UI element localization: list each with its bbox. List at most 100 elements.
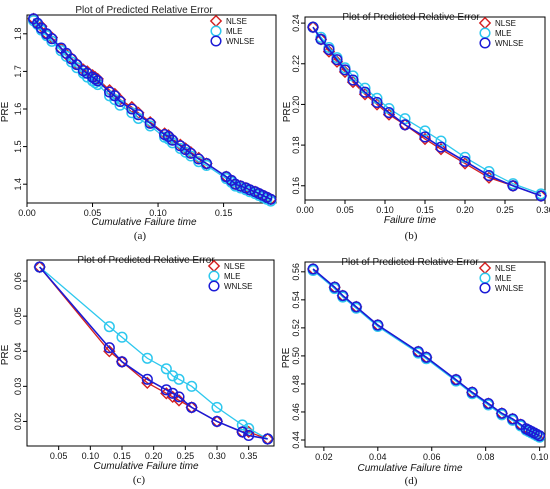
panel-c-wnlse-point [141,373,153,385]
panel-a-xtick-label: 0.15 [215,208,233,218]
panel-a-wnlse-point [126,103,138,115]
panel-b-wnlse-point [339,64,351,76]
panel-d-legend-nlse-label: NLSE [495,264,516,273]
panel-a-ytick-label: 1.5 [13,140,23,153]
panel-d-wnlse-point [420,351,432,363]
panel-b-nlse-point [482,171,496,184]
panel-b-xtick-label: 0.05 [336,205,354,215]
panel-d-caption: (d) [405,475,418,487]
panel-c-mle-point [167,370,179,382]
panel-c-ytick-label: 0.06 [13,272,23,290]
panel-d-wnlse-point [412,346,424,358]
panel-b-wnlse-point [483,170,495,182]
panel-a-ylabel: PRE [0,101,11,122]
panel-c-wnlse-line [39,266,268,440]
panel-d-xtick-label: 0.06 [423,452,441,462]
panel-c-mle-point [103,321,115,333]
panel-d-ylabel: PRE [281,347,292,368]
panel-b-wnlse-point [459,155,471,167]
panel-a-ytick-label: 1.6 [13,103,23,116]
panel-b-legend-nlse-label: NLSE [495,19,516,28]
panel-d-frame [304,261,546,448]
panel-b-ytick-label: 0.24 [291,14,301,32]
panel-c-nlse-point [172,394,186,407]
panel-a-wnlse-point [71,59,83,71]
panel-b-mle-point [399,113,411,125]
panel-b-nlse-point [418,132,432,146]
panel-c-mle-point [211,401,223,413]
panel-d-legend-mle-marker [479,272,491,284]
panel-c-caption: (c) [133,474,146,486]
panel-a-legend-wnlse-label: WNLSE [226,37,254,46]
panel-c-wnlse-point [262,433,274,445]
panel-a-wnlse-point [229,178,241,190]
panel-c-wnlse-point [116,356,128,368]
panel-c-mle-point [141,352,153,364]
panel-c-xtick-label: 0.15 [113,451,131,461]
panel-d-wnlse-point [450,374,462,386]
panel-b-wnlse-point [371,96,383,108]
panel-a-wnlse-point [185,147,197,159]
panel-b-xtick-label: 0.15 [416,205,434,215]
panel-a-wnlse-point [265,193,277,205]
panel-b-nlse-point [434,142,448,156]
panel-c-plot: 0.05 0.10 0.15 0.20 0.25 0.30 0.35 0.02 0.03 0.04… [13,259,275,461]
panel-c-ytick-label: 0.02 [13,413,23,431]
panel-a-xlabel: Cumulative Failure time [91,217,196,228]
panel-b-mle-line [312,26,542,195]
panel-a-wnlse-point [89,73,101,85]
panel-c-legend-mle-marker [208,270,220,282]
panel-c-mle-point [173,373,185,385]
panel-a-plot: 0.00 0.05 0.10 0.15 1.4 1.5 1.6 1.7 1.8 NLSEMLEWN… [13,12,277,218]
panel-a-wnlse-point [92,75,104,87]
panel-b-wnlse-point [307,21,319,33]
panel-b-nlse-point [358,88,372,101]
panel-d-wnlse-point [307,263,319,275]
panel-a-legend-wnlse-marker [210,35,222,47]
panel-c-mle-line [39,266,268,440]
panel-c-legend-wnlse-marker [208,280,220,292]
panel-c-legend-nlse-label: NLSE [224,262,245,271]
panel-a-xtick-label: 0.00 [18,208,36,218]
panel-c-xlabel: Cumulative Failure time [93,461,198,472]
panel-b-wnlse-point [507,180,519,192]
panel-b-nlse-line [312,26,542,197]
panel-d-wnlse-point [329,281,341,293]
panel-c-legend-wnlse-label: WNLSE [224,282,252,291]
panel-d-ytick-label: 0.46 [291,403,301,421]
panel-c-wnlse-point [243,429,255,442]
panel-d-legend-wnlse-marker [479,282,491,294]
panel-b-ylabel: PRE [282,101,293,122]
panel-d-wnlse-point [337,290,349,302]
panel-c-ytick-label: 0.04 [13,342,23,360]
panel-a-wnlse-point [46,33,58,45]
panel-b-nlse-point [330,55,344,68]
panel-b-wnlse-point [399,119,411,131]
panel-b-legend-mle-label: MLE [495,29,511,38]
panel-d-mle-line [312,269,540,438]
panel-b-wnlse-point [347,74,359,86]
panel-d-wnlse-point [507,413,519,425]
panel-b-ytick-label: 0.18 [291,136,301,154]
panel-c-xtick-label: 0.30 [208,451,226,461]
panel-a-title: Plot of Predicted Relative Error [75,5,213,16]
panel-c-wnlse-point [186,401,198,413]
panel-c-ytick-label: 0.05 [13,307,23,325]
panel-b-wnlse-line [312,26,542,197]
panel-d-wnlse-point [496,407,508,419]
panel-c-ylabel: PRE [0,344,11,365]
panel-a-caption: (a) [134,230,147,242]
panel-d-legend-wnlse-label: WNLSE [495,284,523,293]
panel-a-xtick-label: 0.10 [149,208,167,218]
panel-c-xtick-label: 0.25 [177,451,195,461]
panel-a-mle-point [71,62,83,74]
panel-d-ytick-label: 0.56 [291,263,301,281]
panel-d-ytick-label: 0.50 [291,347,301,365]
panel-d-ytick-label: 0.52 [291,319,301,337]
panel-b-wnlse-point [419,131,431,143]
panel-b-nlse-point [338,65,352,79]
panel-a-xtick-label: 0.05 [84,208,102,218]
panel-c-mle-point [160,363,172,375]
panel-a-wnlse-point [166,134,179,146]
panel-b-wnlse-point [315,33,327,45]
